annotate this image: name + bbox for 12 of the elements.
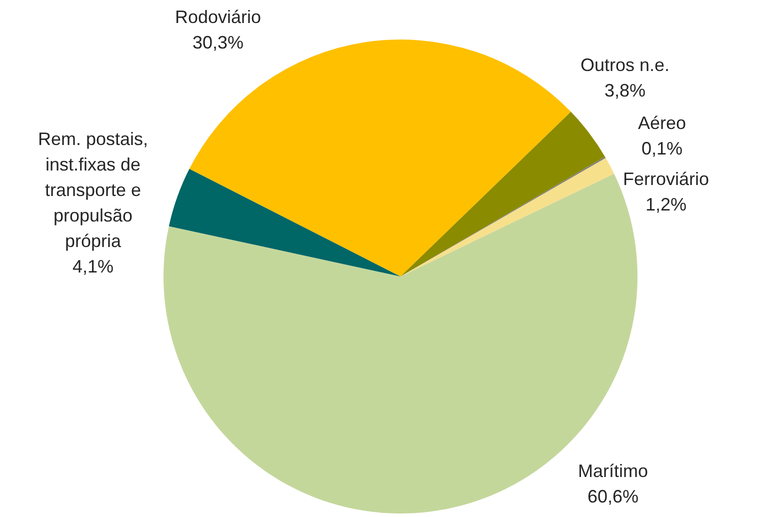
data-label: 30,3%	[192, 32, 244, 52]
slice-label: Rem. postais, inst.fixas de transporte e propulsão própria	[38, 128, 148, 251]
data-label: 3,8%	[604, 80, 646, 100]
slice-label: Ferroviário	[622, 168, 710, 189]
slice-label: Outros n.e.	[580, 54, 670, 75]
data-label: 60,6%	[587, 486, 639, 506]
data-label: 0,1%	[641, 138, 683, 158]
slice-label: Rodoviário	[174, 6, 262, 27]
data-label: 1,2%	[645, 194, 687, 214]
data-label: 4,1%	[72, 256, 114, 276]
slice-label: Marítimo	[578, 460, 648, 481]
slice-label: Aéreo	[638, 112, 686, 133]
